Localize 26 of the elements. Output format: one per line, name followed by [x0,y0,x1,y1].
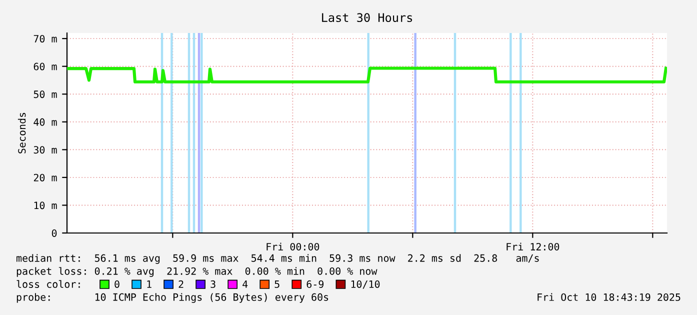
x-tick-label: Fri 00:00 [266,242,320,251]
y-tick-label: 50 m [34,90,57,98]
text: loss color: [16,280,80,288]
y-tick-label: 30 m [34,146,57,154]
y-tick-label: 20 m [34,174,57,182]
y-tick-label: 70 m [34,34,57,43]
text: probe: 10 ICMP Echo Pings (56 Bytes) every 60s [16,293,328,303]
legend-label: 5 [274,280,280,288]
legend-label: 0 [114,280,120,288]
text: median rtt: 56.1 ms avg 59.9 ms max 54.4 ms min 59.3 ms now 2.2 ms sd 25.8 am/s [16,254,539,264]
text: Fri Oct 10 18:43:19 2025 [538,293,680,301]
y-tick-label: 10 m [34,202,57,210]
chart-title: Last 30 Hours [322,13,412,22]
y-axis-title: Seconds [18,112,26,154]
legend-label: 6-9 [306,280,324,288]
y-tick-label: 60 m [34,62,57,70]
y-tick-label: 0 [52,229,57,237]
line-series [67,66,667,84]
legend-label: 10/10 [351,280,380,289]
legend-label: 3 [210,280,216,288]
legend-label: 2 [178,280,184,288]
legend-label: 1 [147,280,152,288]
text: packet loss: 0.21 % avg 21.92 % max 0.00 % min 0.00 % now [16,267,378,277]
x-tick-label: Fri 12:00 [506,242,560,251]
legend-label: 4 [242,280,248,288]
y-tick-label: 40 m [34,118,57,126]
